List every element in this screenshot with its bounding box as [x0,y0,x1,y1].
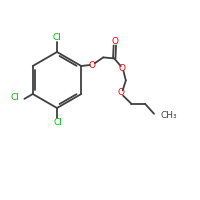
Text: O: O [119,64,126,73]
Text: O: O [89,60,96,70]
Text: O: O [111,37,118,46]
Text: Cl: Cl [11,93,19,102]
Text: CH₃: CH₃ [160,111,177,120]
Text: O: O [118,88,125,97]
Text: Cl: Cl [54,118,62,127]
Text: Cl: Cl [53,33,61,43]
